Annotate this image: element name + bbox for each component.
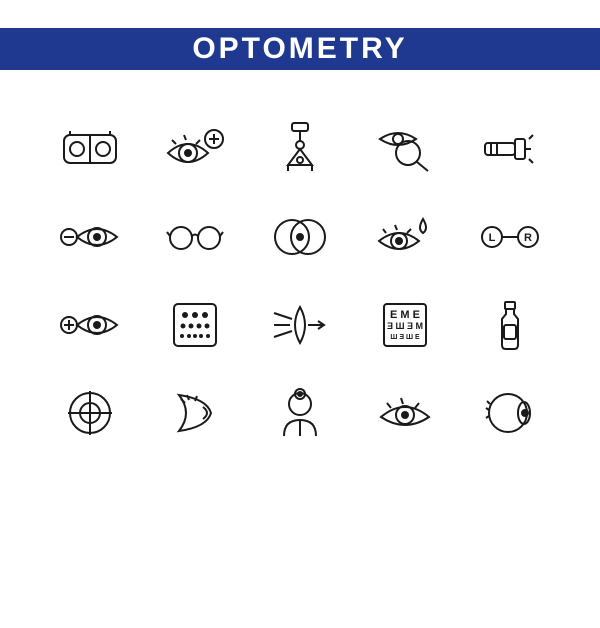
eye-plus-icon xyxy=(164,120,226,178)
svg-text:R: R xyxy=(524,232,532,244)
focus-lens-icon xyxy=(269,296,331,354)
header-bar: OPTOMETRY xyxy=(0,28,600,70)
dot-chart-icon xyxy=(164,296,226,354)
eye-icon xyxy=(374,384,436,442)
page-title: OPTOMETRY xyxy=(192,32,407,66)
doctor-icon xyxy=(269,384,331,442)
svg-text:Ш Ǝ Ш E: Ш Ǝ Ш E xyxy=(390,334,420,341)
svg-text:E M E: E M E xyxy=(390,309,420,321)
eye-magnifier-icon xyxy=(374,120,436,178)
ophthalmoscope-icon xyxy=(479,120,541,178)
icon-grid: L R xyxy=(0,70,600,482)
lens-overlap-icon xyxy=(269,208,331,266)
eye-drop-icon xyxy=(374,208,436,266)
contact-case-icon xyxy=(59,120,121,178)
phoropter-icon xyxy=(269,120,331,178)
eyeball-icon xyxy=(479,384,541,442)
eye-plus-left-icon xyxy=(59,296,121,354)
snellen-chart-icon: E M E Ǝ Ш Ǝ M Ш Ǝ Ш E xyxy=(374,296,436,354)
eye-side-icon xyxy=(164,384,226,442)
svg-text:L: L xyxy=(489,232,496,244)
target-crosshair-icon xyxy=(59,384,121,442)
eye-drops-bottle-icon xyxy=(479,296,541,354)
glasses-icon xyxy=(164,208,226,266)
lr-lens-icon: L R xyxy=(479,208,541,266)
eye-minus-icon xyxy=(59,208,121,266)
svg-text:Ǝ Ш Ǝ M: Ǝ Ш Ǝ M xyxy=(387,321,423,331)
